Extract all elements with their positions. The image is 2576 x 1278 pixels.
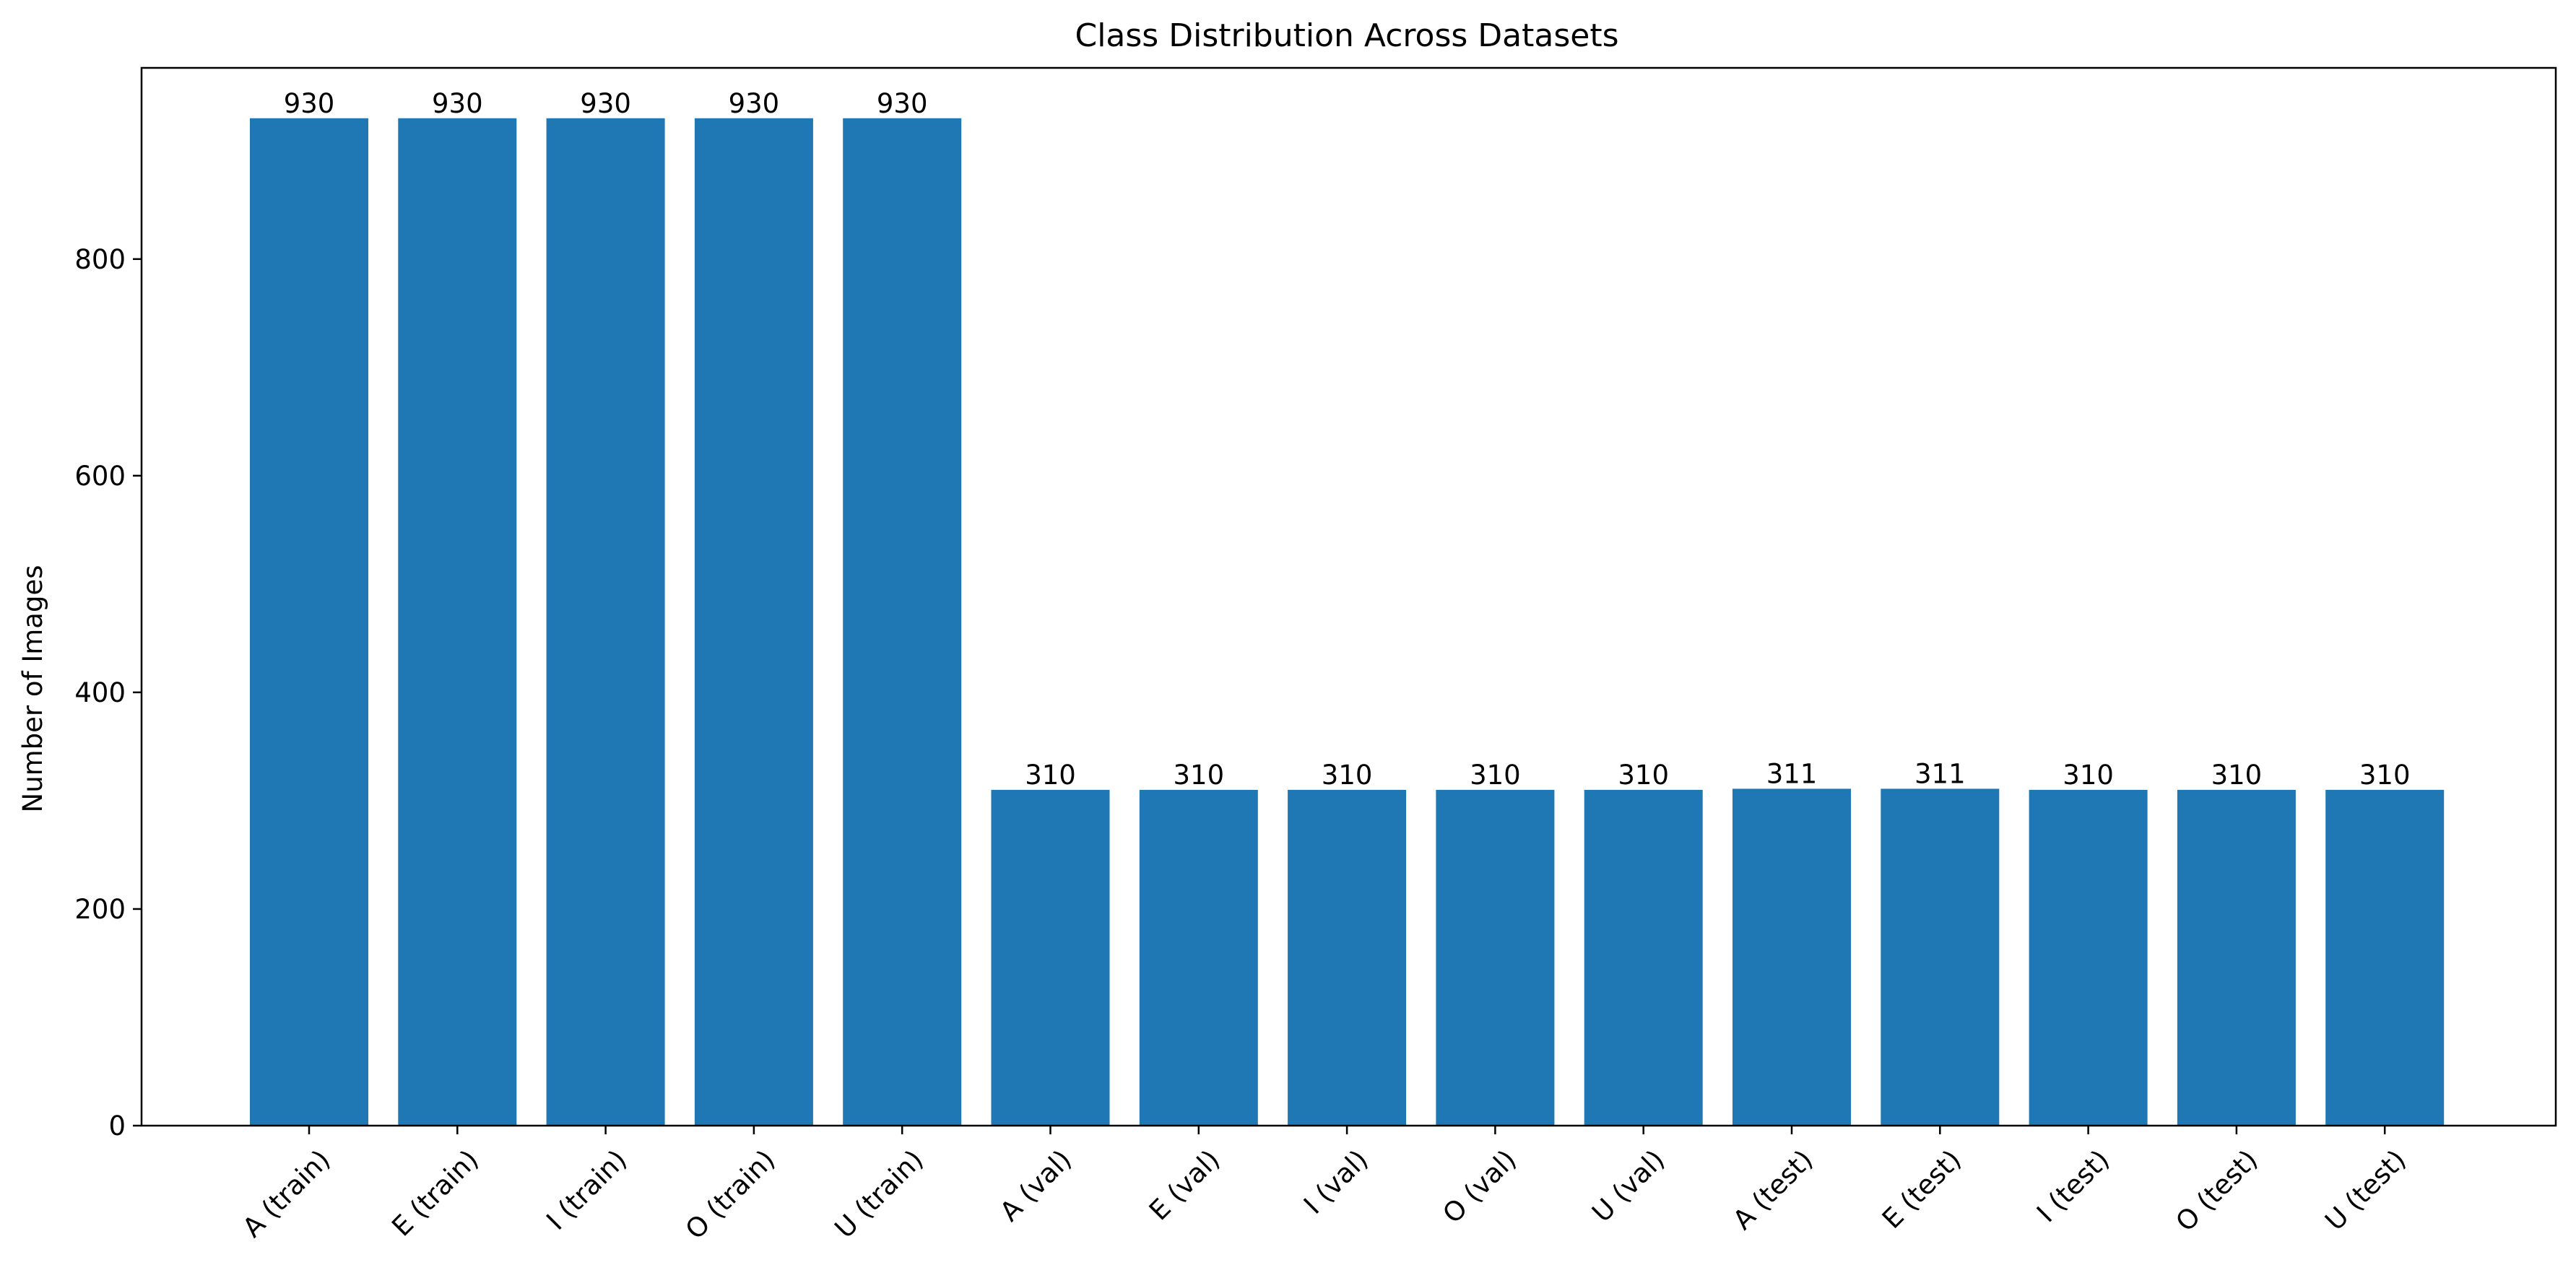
- y-tick-label: 800: [74, 244, 126, 275]
- bar: [1584, 789, 1703, 1126]
- bar: [2177, 789, 2296, 1126]
- bar: [991, 789, 1110, 1126]
- bar-value-label: 310: [2211, 760, 2263, 791]
- bar-value-label: 930: [284, 88, 335, 119]
- bar-value-label: 311: [1914, 758, 1966, 789]
- bar-value-label: 311: [1766, 758, 1818, 789]
- bar-value-label: 310: [2359, 760, 2411, 791]
- bar-value-label: 930: [729, 88, 780, 119]
- y-tick-label: 600: [74, 461, 126, 492]
- plot-frame: [140, 66, 2557, 1127]
- bar-value-label: 310: [1025, 760, 1076, 791]
- chart-title: Class Distribution Across Datasets: [1075, 17, 1618, 54]
- bar-value-label: 310: [1173, 760, 1224, 791]
- bar: [2325, 789, 2445, 1126]
- y-axis-label: Number of Images: [17, 565, 48, 813]
- bar: [250, 118, 368, 1126]
- bar: [843, 118, 962, 1126]
- bar: [1139, 789, 1258, 1126]
- bar: [1436, 789, 1555, 1126]
- bar: [2029, 789, 2148, 1126]
- bar-value-label: 930: [580, 88, 631, 119]
- bar: [546, 118, 665, 1126]
- y-tick-label: 200: [74, 894, 126, 925]
- bar: [1732, 788, 1851, 1126]
- bar-value-label: 310: [2063, 760, 2114, 791]
- bar: [398, 118, 517, 1126]
- bar-value-label: 310: [1470, 760, 1521, 791]
- bar-value-label: 930: [432, 88, 483, 119]
- bar: [1288, 789, 1407, 1126]
- bar-value-label: 310: [1618, 760, 1669, 791]
- y-tick-label: 0: [108, 1110, 126, 1142]
- bar-value-label: 930: [877, 88, 928, 119]
- bar: [694, 118, 813, 1126]
- bar: [1881, 788, 2000, 1126]
- bar-value-label: 310: [1322, 760, 1373, 791]
- y-tick-label: 400: [74, 677, 126, 708]
